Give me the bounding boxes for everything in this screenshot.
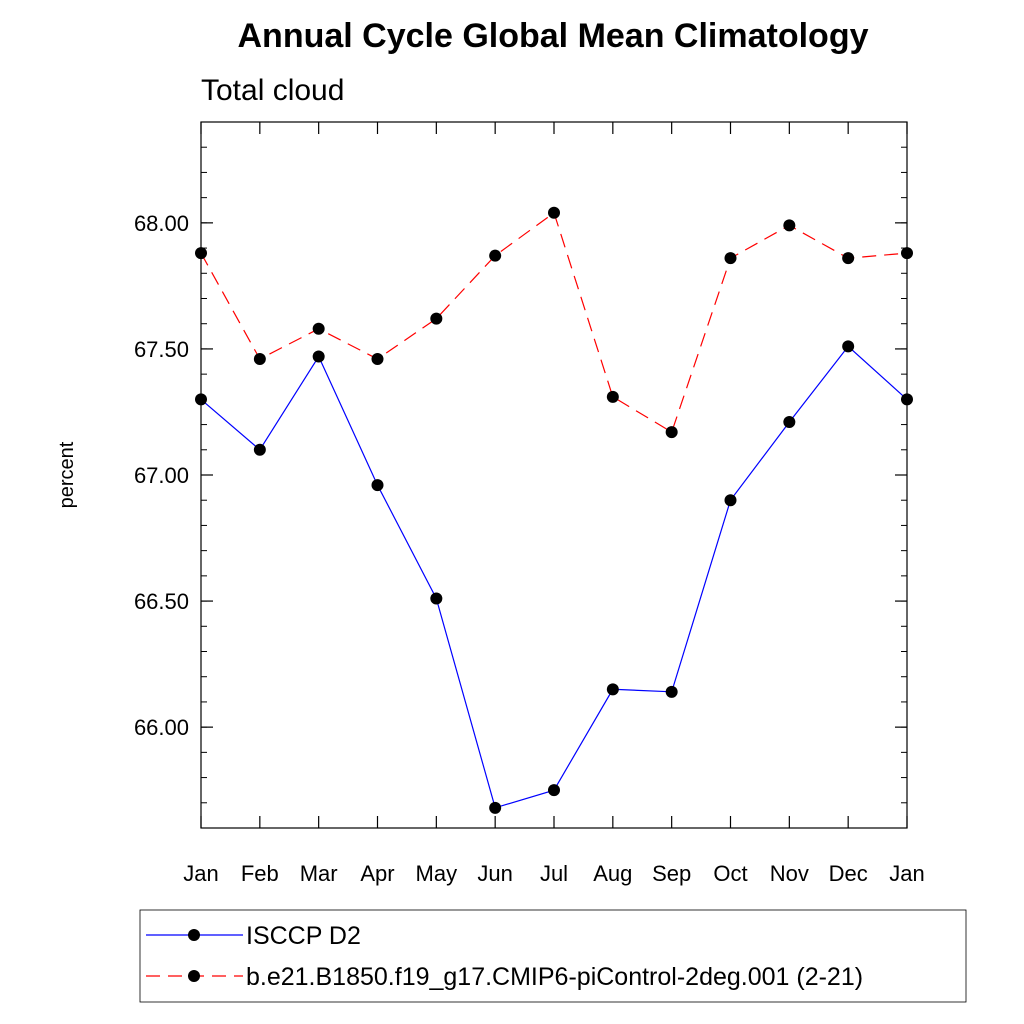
series-points bbox=[195, 206, 913, 814]
x-axis-ticks: Jan Feb Mar Apr May Jun Jul Aug Sep Oct Nov Dec Jan bbox=[183, 122, 925, 886]
data-point-series-1 bbox=[783, 219, 796, 232]
y-tick-label: 68.00 bbox=[134, 211, 189, 236]
data-point-series-0 bbox=[312, 350, 325, 363]
y-axis-label: percent bbox=[56, 441, 78, 508]
x-tick-label: Apr bbox=[360, 861, 394, 886]
x-tick-label: Dec bbox=[829, 861, 868, 886]
data-point-series-1 bbox=[430, 312, 443, 325]
series-line-0 bbox=[200, 345, 908, 809]
data-point-series-0 bbox=[783, 416, 796, 429]
y-tick-label: 67.00 bbox=[134, 463, 189, 488]
legend-box bbox=[139, 909, 967, 1003]
x-tick-label: May bbox=[416, 861, 458, 886]
minor-ticks bbox=[201, 121, 907, 829]
data-point-series-0 bbox=[371, 479, 384, 492]
y-tick-label: 66.50 bbox=[134, 589, 189, 614]
series-lines bbox=[200, 211, 908, 809]
x-tick-label: Jun bbox=[477, 861, 512, 886]
series-line-1 bbox=[200, 211, 908, 433]
plot-frame bbox=[200, 121, 908, 829]
chart-title: Annual Cycle Global Mean Climatology bbox=[238, 17, 869, 55]
data-point-series-0 bbox=[195, 393, 207, 406]
legend-label-cmip6: b.e21.B1850.f19_g17.CMIP6-piControl-2deg… bbox=[246, 963, 863, 991]
data-point-series-0 bbox=[606, 683, 619, 696]
data-point-series-0 bbox=[665, 685, 678, 698]
data-point-series-0 bbox=[489, 801, 502, 814]
legend-marker-cmip6 bbox=[188, 970, 200, 982]
legend-marker-isccp bbox=[188, 929, 200, 941]
x-tick-label: Feb bbox=[241, 861, 279, 886]
data-point-series-1 bbox=[842, 252, 855, 265]
y-tick-label: 66.00 bbox=[134, 715, 189, 740]
data-point-series-0 bbox=[842, 340, 855, 353]
x-tick-label: Sep bbox=[652, 861, 691, 886]
data-point-series-1 bbox=[724, 252, 737, 265]
data-point-series-1 bbox=[253, 353, 266, 366]
x-tick-label: Mar bbox=[300, 861, 338, 886]
data-point-series-1 bbox=[312, 322, 325, 335]
data-point-series-0 bbox=[901, 393, 913, 406]
data-point-series-1 bbox=[901, 247, 913, 260]
x-tick-label: Jan bbox=[889, 861, 924, 886]
legend-entry-isccp: ISCCP D2 bbox=[146, 922, 361, 950]
data-point-series-1 bbox=[195, 247, 207, 260]
data-point-series-1 bbox=[665, 426, 678, 439]
x-tick-label: Oct bbox=[713, 861, 747, 886]
data-point-series-1 bbox=[489, 249, 502, 262]
data-point-series-0 bbox=[430, 592, 443, 605]
data-point-series-1 bbox=[606, 390, 619, 403]
x-tick-label: Jan bbox=[183, 861, 218, 886]
x-tick-label: Jul bbox=[540, 861, 568, 886]
data-point-series-1 bbox=[548, 206, 560, 219]
data-point-series-0 bbox=[724, 494, 737, 507]
data-point-series-1 bbox=[371, 353, 384, 366]
data-point-series-0 bbox=[548, 784, 560, 797]
legend-entry-cmip6: b.e21.B1850.f19_g17.CMIP6-piControl-2deg… bbox=[146, 963, 863, 991]
x-tick-label: Aug bbox=[593, 861, 632, 886]
chart-subtitle: Total cloud bbox=[201, 74, 344, 107]
data-point-series-0 bbox=[253, 443, 266, 456]
y-axis-ticks: 66.00 66.50 67.00 67.50 68.00 bbox=[134, 211, 907, 740]
y-tick-label: 67.50 bbox=[134, 337, 189, 362]
legend-label-isccp: ISCCP D2 bbox=[246, 922, 361, 950]
x-tick-label: Nov bbox=[770, 861, 809, 886]
